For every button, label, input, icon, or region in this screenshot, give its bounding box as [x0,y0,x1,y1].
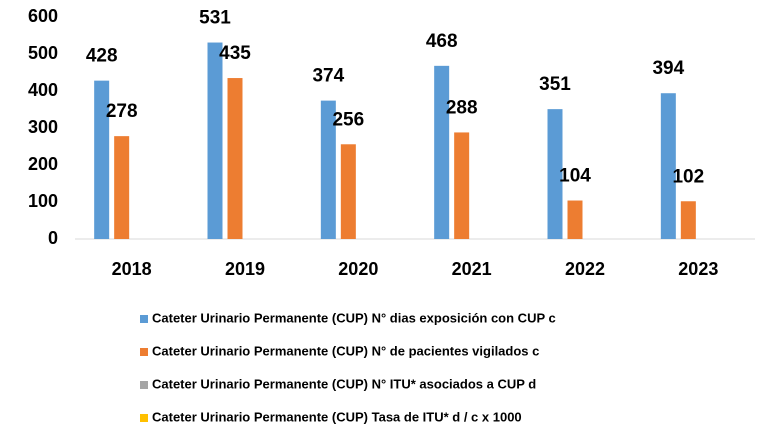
legend-swatch [140,315,148,323]
x-tick-label: 2023 [678,259,718,279]
bar [94,80,110,239]
data-label: 104 [559,166,591,187]
y-tick-label: 600 [28,6,58,26]
bar [207,42,223,239]
data-label: 531 [199,8,231,29]
legend-swatch [140,381,148,389]
legend-swatch [140,348,148,356]
bar [547,109,563,239]
y-tick-label: 400 [28,80,58,100]
y-tick-label: 500 [28,43,58,63]
bar [114,136,130,239]
data-label: 351 [539,74,571,95]
data-label: 468 [426,31,458,52]
bar [660,93,676,239]
x-tick-label: 2018 [112,259,152,279]
legend-swatch [140,414,148,422]
x-tick-label: 2021 [452,259,492,279]
data-label: 435 [219,43,251,64]
bar [227,78,243,239]
legend-label: Cateter Urinario Permanente (CUP) Tasa d… [152,409,522,424]
y-tick-label: 100 [28,191,58,211]
bar [567,200,583,239]
data-label: 374 [312,66,344,87]
data-label: 256 [332,109,364,130]
bar [454,132,470,239]
bar [680,201,696,239]
x-tick-label: 2019 [225,259,265,279]
legend-label: Cateter Urinario Permanente (CUP) N° de … [152,343,539,358]
legend-label: Cateter Urinario Permanente (CUP) N° dia… [152,310,556,325]
legend-label: Cateter Urinario Permanente (CUP) N° ITU… [152,376,536,391]
data-label: 102 [672,166,704,187]
x-tick-label: 2020 [338,259,378,279]
data-label: 288 [446,97,478,118]
bar [320,100,336,240]
y-tick-label: 0 [48,228,58,248]
data-label: 428 [86,46,118,67]
y-tick-label: 300 [28,117,58,137]
bar [434,65,450,239]
bar [340,144,356,239]
y-tick-label: 200 [28,154,58,174]
x-tick-label: 2022 [565,259,605,279]
data-label: 278 [106,101,138,122]
data-label: 394 [652,58,684,79]
